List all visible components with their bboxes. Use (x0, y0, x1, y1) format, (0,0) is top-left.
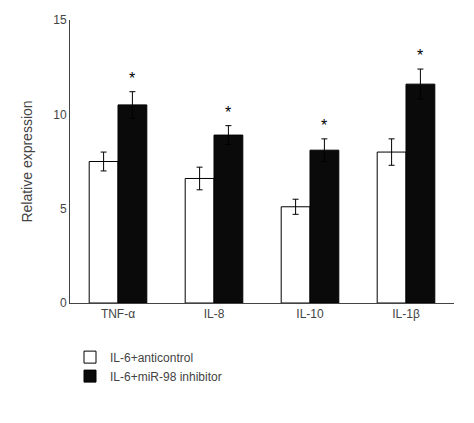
svg-text:5: 5 (60, 202, 67, 216)
svg-text:IL-6+miR-98 inhibitor: IL-6+miR-98 inhibitor (110, 370, 222, 384)
svg-text:*: * (417, 47, 423, 64)
svg-text:*: * (129, 70, 135, 87)
svg-text:0: 0 (60, 296, 67, 310)
svg-text:Relative expression: Relative expression (19, 100, 35, 222)
svg-text:IL-1β: IL-1β (392, 307, 420, 321)
svg-text:IL-6+anticontrol: IL-6+anticontrol (110, 351, 193, 365)
svg-text:IL-10: IL-10 (296, 307, 324, 321)
svg-text:TNF-α: TNF-α (101, 307, 135, 321)
svg-text:*: * (321, 117, 327, 134)
svg-text:15: 15 (53, 13, 67, 27)
svg-text:10: 10 (53, 108, 67, 122)
svg-text:IL-8: IL-8 (204, 307, 225, 321)
svg-text:*: * (225, 104, 231, 121)
